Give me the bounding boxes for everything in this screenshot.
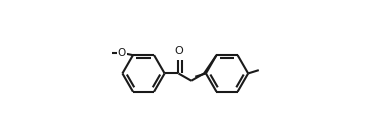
Text: O: O [174, 46, 183, 56]
Text: O: O [118, 48, 126, 58]
